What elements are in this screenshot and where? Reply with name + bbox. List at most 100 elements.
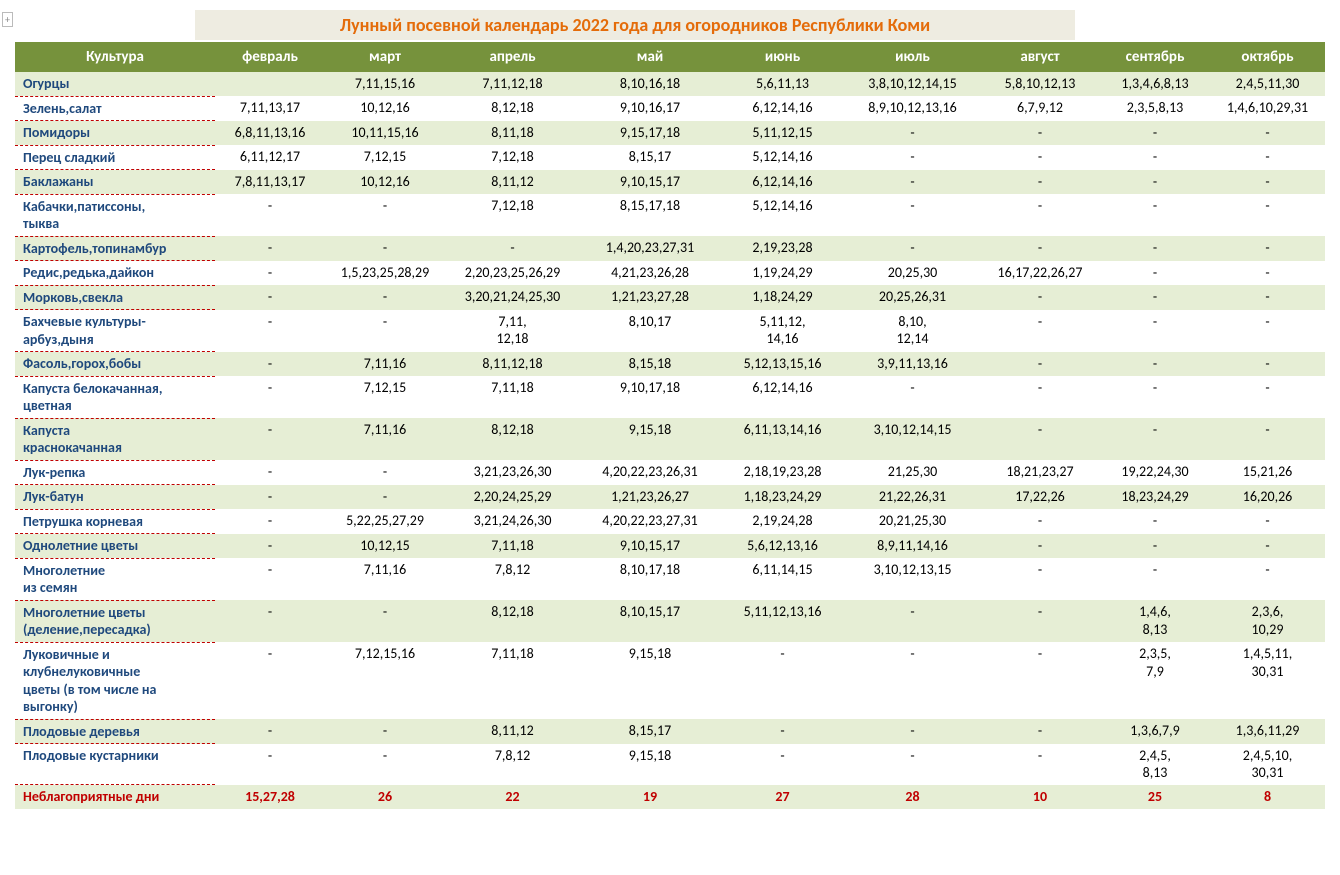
date-cell: 9,15,18 bbox=[580, 744, 720, 785]
date-cell: - bbox=[215, 509, 325, 534]
table-row: Помидоры6,8,11,13,1610,11,15,168,11,189,… bbox=[15, 121, 1325, 146]
date-cell: 5,8,10,12,13 bbox=[980, 72, 1100, 96]
date-cell: 2,3,5,7,9 bbox=[1100, 642, 1210, 719]
date-cell: - bbox=[1210, 376, 1325, 418]
date-cell: 9,15,17,18 bbox=[580, 121, 720, 146]
date-cell: - bbox=[215, 744, 325, 785]
date-cell: 3,20,21,24,25,30 bbox=[445, 285, 580, 310]
date-cell: 10,11,15,16 bbox=[325, 121, 445, 146]
date-cell: - bbox=[1210, 236, 1325, 261]
date-cell: - bbox=[980, 285, 1100, 310]
date-cell: 7,8,12 bbox=[445, 558, 580, 600]
date-cell: - bbox=[980, 534, 1100, 559]
date-cell: - bbox=[1100, 236, 1210, 261]
date-cell: - bbox=[1210, 121, 1325, 146]
date-cell: - bbox=[1210, 418, 1325, 460]
col-month: июнь bbox=[720, 42, 845, 72]
date-cell: - bbox=[1210, 170, 1325, 195]
date-cell: 5,6,11,13 bbox=[720, 72, 845, 96]
date-cell: - bbox=[845, 376, 980, 418]
date-cell: 8,10,16,18 bbox=[580, 72, 720, 96]
date-cell: 3,10,12,13,15 bbox=[845, 558, 980, 600]
date-cell: - bbox=[845, 194, 980, 236]
crop-name-cell: Капуста белокачанная,цветная bbox=[15, 376, 215, 418]
col-culture: Культура bbox=[15, 42, 215, 72]
date-cell: 6,12,14,16 bbox=[720, 170, 845, 195]
date-cell: 5,11,12,13,16 bbox=[720, 600, 845, 642]
date-cell: 2,3,5,8,13 bbox=[1100, 96, 1210, 121]
date-cell: 4,20,22,23,26,31 bbox=[580, 460, 720, 485]
crop-name-cell: Морковь,свекла bbox=[15, 285, 215, 310]
date-cell: - bbox=[980, 352, 1100, 377]
date-cell: - bbox=[1210, 352, 1325, 377]
date-cell: 2,3,6,10,29 bbox=[1210, 600, 1325, 642]
date-cell: 15,27,28 bbox=[215, 785, 325, 809]
date-cell: - bbox=[980, 509, 1100, 534]
date-cell: 8,9,10,12,13,16 bbox=[845, 96, 980, 121]
table-row: Кабачки,патиссоны,тыква--7,12,188,15,17,… bbox=[15, 194, 1325, 236]
crop-name-cell: Луковичные иклубнелуковичныецветы (в том… bbox=[15, 642, 215, 719]
date-cell: 9,15,18 bbox=[580, 642, 720, 719]
crop-name-cell: Редис,редька,дайкон bbox=[15, 261, 215, 286]
date-cell: 1,3,4,6,8,13 bbox=[1100, 72, 1210, 96]
date-cell: 8,15,18 bbox=[580, 352, 720, 377]
date-cell: - bbox=[215, 194, 325, 236]
date-cell: 9,10,15,17 bbox=[580, 534, 720, 559]
date-cell: 7,11,18 bbox=[445, 376, 580, 418]
crop-name-cell: Неблагоприятные дни bbox=[15, 785, 215, 809]
date-cell: 1,4,5,11,30,31 bbox=[1210, 642, 1325, 719]
unfavorable-row: Неблагоприятные дни15,27,282622192728102… bbox=[15, 785, 1325, 809]
date-cell: 7,11,16 bbox=[325, 352, 445, 377]
planting-calendar-table: Культурафевральмартапрельмайиюньиюльавгу… bbox=[15, 42, 1325, 809]
date-cell: - bbox=[845, 170, 980, 195]
date-cell: 7,12,15 bbox=[325, 376, 445, 418]
date-cell: - bbox=[215, 485, 325, 510]
date-cell: - bbox=[845, 719, 980, 744]
date-cell: 10 bbox=[980, 785, 1100, 809]
crop-name-cell: Кабачки,патиссоны,тыква bbox=[15, 194, 215, 236]
date-cell: 5,12,14,16 bbox=[720, 145, 845, 170]
crop-name-cell: Многолетние цветы(деление,пересадка) bbox=[15, 600, 215, 642]
date-cell: 9,10,17,18 bbox=[580, 376, 720, 418]
date-cell: - bbox=[215, 261, 325, 286]
date-cell: 7,12,15,16 bbox=[325, 642, 445, 719]
date-cell: 16,20,26 bbox=[1210, 485, 1325, 510]
date-cell: - bbox=[980, 376, 1100, 418]
date-cell: 7,12,15 bbox=[325, 145, 445, 170]
date-cell: - bbox=[215, 418, 325, 460]
col-month: август bbox=[980, 42, 1100, 72]
date-cell: 6,12,14,16 bbox=[720, 96, 845, 121]
date-cell: 8,12,18 bbox=[445, 418, 580, 460]
date-cell: - bbox=[720, 719, 845, 744]
date-cell: - bbox=[1210, 534, 1325, 559]
date-cell: 7,8,12 bbox=[445, 744, 580, 785]
date-cell: - bbox=[325, 460, 445, 485]
date-cell: 3,10,12,14,15 bbox=[845, 418, 980, 460]
date-cell: 25 bbox=[1100, 785, 1210, 809]
date-cell: 16,17,22,26,27 bbox=[980, 261, 1100, 286]
date-cell: - bbox=[325, 744, 445, 785]
date-cell: - bbox=[1100, 310, 1210, 352]
date-cell: 1,4,6,8,13 bbox=[1100, 600, 1210, 642]
date-cell: 8,10,15,17 bbox=[580, 600, 720, 642]
date-cell: 5,11,12,14,16 bbox=[720, 310, 845, 352]
table-row: Однолетние цветы-10,12,157,11,189,10,15,… bbox=[15, 534, 1325, 559]
date-cell: - bbox=[1100, 285, 1210, 310]
date-cell: 2,4,5,11,30 bbox=[1210, 72, 1325, 96]
date-cell: 4,20,22,23,27,31 bbox=[580, 509, 720, 534]
table-row: Многолетние цветы(деление,пересадка)--8,… bbox=[15, 600, 1325, 642]
date-cell: - bbox=[1100, 376, 1210, 418]
date-cell: - bbox=[325, 719, 445, 744]
crop-name-cell: Бахчевые культуры-арбуз,дыня bbox=[15, 310, 215, 352]
date-cell: 4,21,23,26,28 bbox=[580, 261, 720, 286]
date-cell: 8,15,17,18 bbox=[580, 194, 720, 236]
date-cell: - bbox=[1100, 170, 1210, 195]
date-cell: 5,11,12,15 bbox=[720, 121, 845, 146]
crop-name-cell: Плодовые кустарники bbox=[15, 744, 215, 785]
date-cell: - bbox=[1100, 534, 1210, 559]
table-row: Лук-репка--3,21,23,26,304,20,22,23,26,31… bbox=[15, 460, 1325, 485]
date-cell: 6,11,12,17 bbox=[215, 145, 325, 170]
date-cell: 1,3,6,7,9 bbox=[1100, 719, 1210, 744]
date-cell: 9,10,15,17 bbox=[580, 170, 720, 195]
date-cell: 8,10,12,14 bbox=[845, 310, 980, 352]
